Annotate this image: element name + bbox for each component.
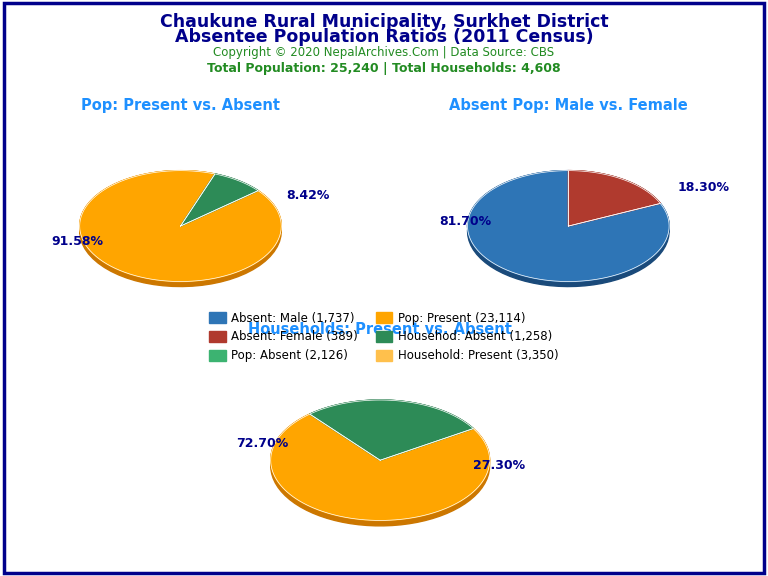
Polygon shape [80,170,281,282]
Title: Absent Pop: Male vs. Female: Absent Pop: Male vs. Female [449,98,687,113]
Polygon shape [215,174,258,196]
Polygon shape [310,400,473,460]
Polygon shape [271,414,489,520]
Text: Total Population: 25,240 | Total Households: 4,608: Total Population: 25,240 | Total Househo… [207,62,561,75]
Text: 91.58%: 91.58% [51,234,104,248]
Text: Absentee Population Ratios (2011 Census): Absentee Population Ratios (2011 Census) [174,28,594,46]
Polygon shape [468,170,669,286]
Text: 72.70%: 72.70% [236,437,288,450]
Text: Chaukune Rural Municipality, Surkhet District: Chaukune Rural Municipality, Surkhet Dis… [160,13,608,31]
Text: 18.30%: 18.30% [677,181,729,194]
Text: 81.70%: 81.70% [439,214,492,228]
Text: Copyright © 2020 NepalArchives.Com | Data Source: CBS: Copyright © 2020 NepalArchives.Com | Dat… [214,46,554,59]
Polygon shape [568,170,660,226]
Legend: Absent: Male (1,737), Absent: Female (389), Pop: Absent (2,126), Pop: Present (2: Absent: Male (1,737), Absent: Female (38… [204,307,564,367]
Title: Pop: Present vs. Absent: Pop: Present vs. Absent [81,98,280,113]
Polygon shape [310,400,473,434]
Text: 27.30%: 27.30% [473,459,525,472]
Polygon shape [271,414,489,526]
Polygon shape [568,170,660,209]
Title: Households: Present vs. Absent: Households: Present vs. Absent [248,323,512,338]
Text: 8.42%: 8.42% [286,190,329,202]
Polygon shape [468,170,669,282]
Polygon shape [180,174,258,226]
Polygon shape [80,170,281,286]
